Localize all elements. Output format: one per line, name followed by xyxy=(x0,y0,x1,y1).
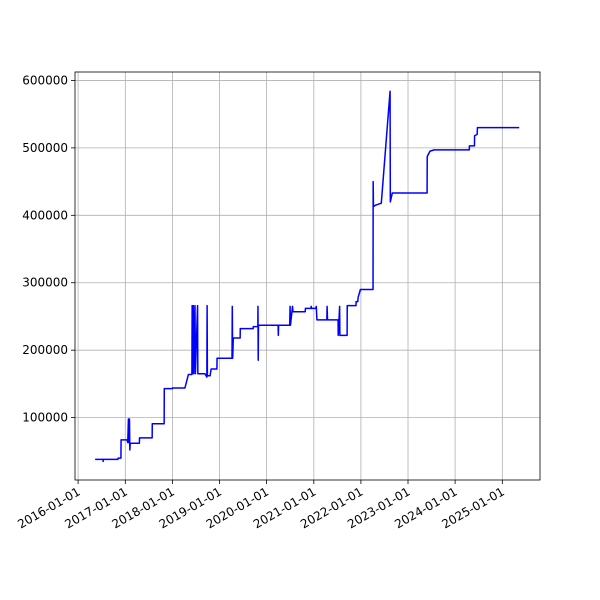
y-tick-label: 100000 xyxy=(22,411,68,425)
y-tick-label: 600000 xyxy=(22,73,68,87)
y-tick-label: 400000 xyxy=(22,208,68,222)
y-tick-label: 300000 xyxy=(22,276,68,290)
y-tick-label: 500000 xyxy=(22,141,68,155)
plot-frame xyxy=(74,71,541,481)
data-line xyxy=(95,90,520,463)
plot xyxy=(95,90,520,463)
grid xyxy=(75,72,540,480)
axes: 1000002000003000004000005000006000002016… xyxy=(15,73,507,531)
y-tick-label: 200000 xyxy=(22,343,68,357)
